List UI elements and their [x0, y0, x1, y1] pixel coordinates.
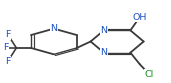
Text: F: F [3, 43, 9, 52]
Text: F: F [5, 57, 10, 66]
Text: N: N [100, 48, 107, 57]
Text: Cl: Cl [144, 70, 154, 79]
Text: F: F [5, 30, 10, 39]
Text: N: N [100, 26, 107, 35]
Text: OH: OH [133, 13, 147, 22]
Text: N: N [50, 24, 57, 33]
